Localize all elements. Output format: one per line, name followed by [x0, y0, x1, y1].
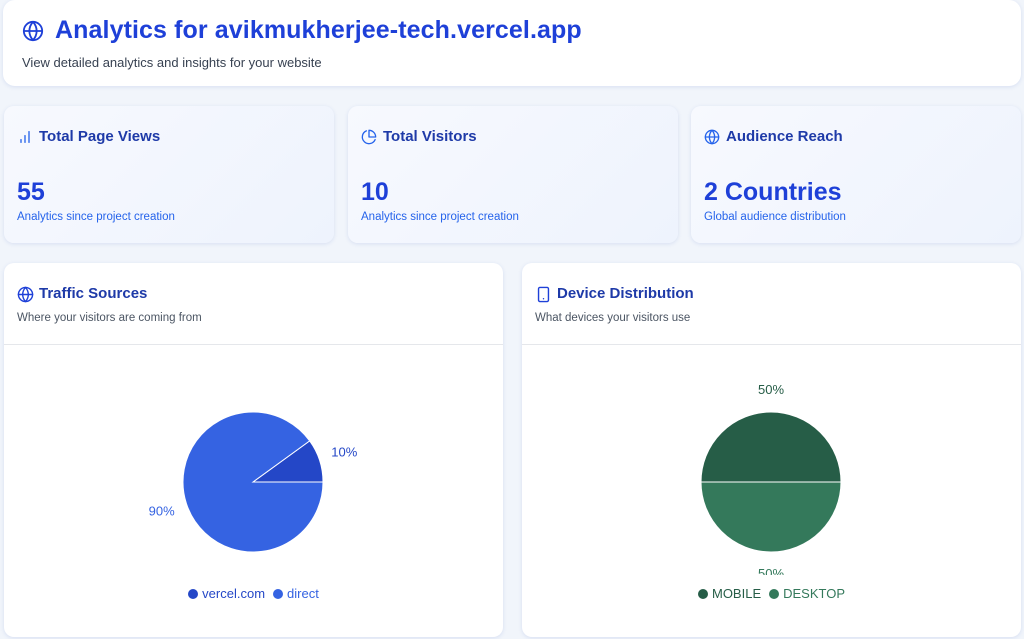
traffic-sources-card: Traffic Sources Where your visitors are … [4, 263, 503, 637]
pie-slice-mobile[interactable] [700, 411, 842, 483]
legend-label: vercel.com [202, 586, 266, 601]
legend-item[interactable]: MOBILE [697, 586, 762, 601]
legend-item[interactable]: vercel.com [188, 586, 265, 601]
legend-swatch [697, 588, 708, 599]
stat-desc: Analytics since project creation [17, 211, 175, 223]
stat-title: Total Page Views [39, 128, 161, 145]
card-desc: Where your visitors are coming from [17, 312, 202, 324]
globe-icon [704, 129, 720, 145]
stat-title: Total Visitors [383, 128, 477, 145]
divider [4, 344, 503, 345]
pie-label: 50% [758, 566, 784, 575]
stat-value: 2 Countries [704, 178, 842, 206]
stat-title: Audience Reach [726, 128, 843, 145]
device-legend: MOBILE DESKTOP [522, 586, 1021, 601]
page-title: Analytics for avikmukherjee-tech.vercel.… [55, 16, 582, 44]
bar-chart-icon [20, 131, 30, 143]
stat-value: 55 [17, 178, 45, 206]
legend-swatch [273, 588, 284, 599]
device-distribution-card: Device Distribution What devices your vi… [522, 263, 1021, 637]
traffic-pie-chart: 10% 90% [149, 411, 358, 553]
traffic-legend: vercel.com direct [4, 586, 503, 601]
pie-slice-desktop[interactable] [700, 481, 842, 553]
pie-label: 90% [149, 504, 175, 519]
pie-label: 10% [331, 444, 357, 459]
smartphone-icon [537, 286, 550, 303]
pie-slice-direct[interactable] [182, 411, 324, 553]
pie-label: 50% [758, 382, 784, 397]
card-title: Traffic Sources [39, 285, 148, 302]
legend-label: MOBILE [711, 586, 762, 601]
stat-desc: Global audience distribution [704, 211, 846, 223]
legend-item[interactable]: direct [273, 586, 319, 601]
card-desc: What devices your visitors use [535, 312, 691, 324]
card-title: Device Distribution [557, 285, 694, 302]
legend-swatch [769, 588, 780, 599]
device-pie-chart: 50% 50% [700, 382, 842, 575]
pie-chart-icon [361, 129, 377, 145]
stat-desc: Analytics since project creation [361, 211, 519, 223]
stat-value: 10 [361, 178, 389, 206]
divider [522, 344, 1021, 345]
stat-card-audience: Audience Reach 2 Countries Global audien… [691, 106, 1021, 243]
globe-icon [17, 286, 34, 303]
stat-card-visitors: Total Visitors 10 Analytics since projec… [348, 106, 678, 243]
legend-swatch [188, 588, 199, 599]
globe-icon [22, 20, 44, 42]
legend-label: DESKTOP [783, 586, 845, 601]
page-subtitle: View detailed analytics and insights for… [22, 55, 322, 70]
legend-label: direct [287, 586, 319, 601]
header-card: Analytics for avikmukherjee-tech.vercel.… [3, 0, 1021, 86]
stat-card-page-views: Total Page Views 55 Analytics since proj… [4, 106, 334, 243]
legend-item[interactable]: DESKTOP [769, 586, 845, 601]
